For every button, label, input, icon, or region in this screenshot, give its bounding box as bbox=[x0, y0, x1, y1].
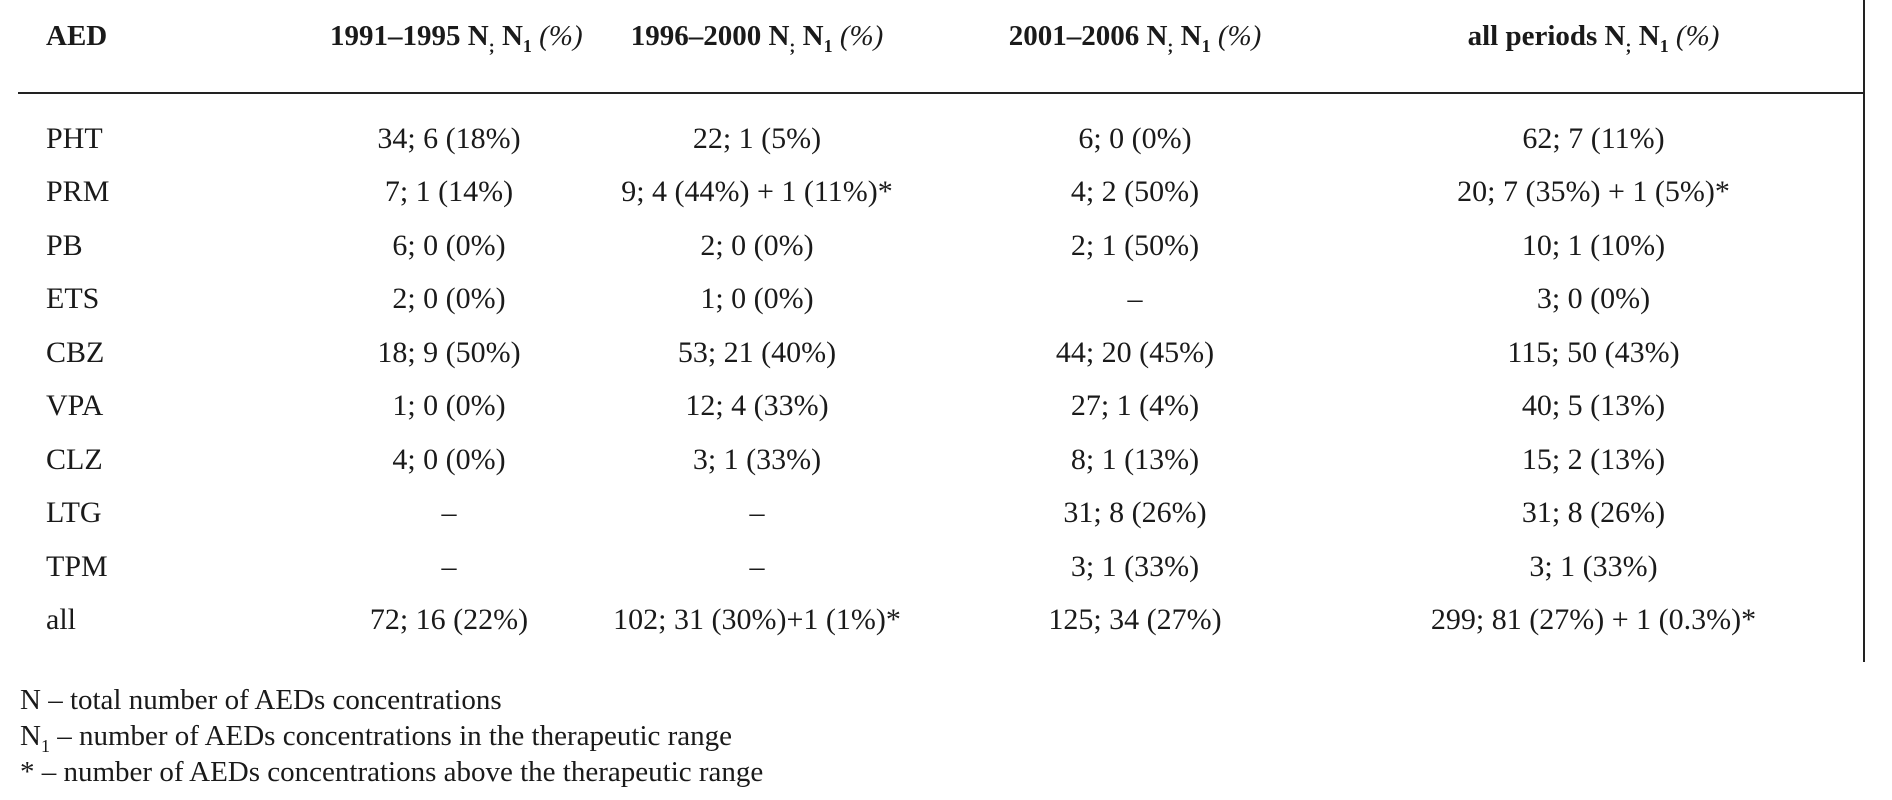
cell-1991-1995: – bbox=[441, 496, 457, 530]
table-row: VPA 1; 0 (0%) 12; 4 (33%) 27; 1 (4%) 40;… bbox=[0, 380, 1863, 434]
cell-2001-2006: – bbox=[1127, 282, 1143, 316]
cell-all-periods: 3; 1 (33%) bbox=[1529, 549, 1658, 583]
table-row: CBZ 18; 9 (50%) 53; 21 (40%) 44; 20 (45%… bbox=[0, 326, 1863, 380]
cell-all-periods: 299; 81 (27%) + 1 (0.3%)* bbox=[1430, 603, 1757, 637]
footnote-star: * – number of AEDs concentrations above … bbox=[20, 756, 764, 788]
cell-1991-1995: – bbox=[441, 549, 457, 583]
footnote-n1: N1 – number of AEDs concentrations in th… bbox=[20, 720, 733, 756]
cell-1991-1995: 34; 6 (18%) bbox=[377, 121, 521, 155]
cell-2001-2006: 8; 1 (13%) bbox=[1070, 442, 1200, 476]
cell-1996-2000: 102; 31 (30%)+1 (1%)* bbox=[613, 603, 901, 637]
cell-1996-2000: 2; 0 (0%) bbox=[700, 228, 814, 262]
table-row: PRM 7; 1 (14%) 9; 4 (44%) + 1 (11%)* 4; … bbox=[0, 166, 1863, 220]
cell-1996-2000: 12; 4 (33%) bbox=[685, 389, 829, 423]
cell-1991-1995: 1; 0 (0%) bbox=[392, 389, 506, 423]
cell-aed: PB bbox=[46, 228, 83, 262]
cell-aed: CBZ bbox=[46, 335, 105, 369]
cell-all-periods: 115; 50 (43%) bbox=[1507, 335, 1680, 369]
cell-2001-2006: 27; 1 (4%) bbox=[1070, 389, 1200, 423]
header-1996-2000: 1996–2000 N; N1 (%) bbox=[630, 19, 884, 56]
cell-1996-2000: 1; 0 (0%) bbox=[700, 282, 814, 316]
table-row: CLZ 4; 0 (0%) 3; 1 (33%) 8; 1 (13%) 15; … bbox=[0, 433, 1863, 487]
table-row: TPM – – 3; 1 (33%) 3; 1 (33%) bbox=[0, 540, 1863, 594]
cell-2001-2006: 31; 8 (26%) bbox=[1063, 496, 1207, 530]
header-2001-2006: 2001–2006 N; N1 (%) bbox=[1008, 19, 1262, 56]
table-row: PB 6; 0 (0%) 2; 0 (0%) 2; 1 (50%) 10; 1 … bbox=[0, 219, 1863, 273]
cell-all-periods: 40; 5 (13%) bbox=[1521, 389, 1666, 423]
header-row: AED 1991–1995 N; N1 (%) 1996–2000 N; N1 … bbox=[0, 0, 1863, 72]
aed-concentration-table: AED 1991–1995 N; N1 (%) 1996–2000 N; N1 … bbox=[0, 0, 1863, 648]
table-row: LTG – – 31; 8 (26%) 31; 8 (26%) bbox=[0, 487, 1863, 541]
cell-1996-2000: – bbox=[749, 496, 765, 530]
cell-1996-2000: 3; 1 (33%) bbox=[692, 442, 822, 476]
cell-aed: LTG bbox=[46, 496, 102, 530]
cell-1991-1995: 4; 0 (0%) bbox=[392, 442, 506, 476]
cell-aed: PHT bbox=[46, 121, 103, 155]
cell-all-periods: 31; 8 (26%) bbox=[1521, 496, 1666, 530]
cell-all-periods: 3; 0 (0%) bbox=[1536, 282, 1651, 316]
cell-2001-2006: 44; 20 (45%) bbox=[1055, 335, 1215, 369]
cell-aed: PRM bbox=[46, 175, 110, 209]
cell-1991-1995: 2; 0 (0%) bbox=[392, 282, 506, 316]
cell-2001-2006: 3; 1 (33%) bbox=[1070, 549, 1200, 583]
table-row: PHT 34; 6 (18%) 22; 1 (5%) 6; 0 (0%) 62;… bbox=[0, 112, 1863, 166]
cell-1991-1995: 7; 1 (14%) bbox=[384, 175, 514, 209]
table-right-border bbox=[1863, 0, 1865, 662]
table-footnotes: N – total number of AEDs concentrations … bbox=[20, 682, 763, 790]
cell-1996-2000: 53; 21 (40%) bbox=[677, 335, 837, 369]
cell-1991-1995: 18; 9 (50%) bbox=[377, 335, 521, 369]
cell-2001-2006: 6; 0 (0%) bbox=[1078, 121, 1192, 155]
header-divider bbox=[18, 92, 1865, 94]
cell-all-periods: 10; 1 (10%) bbox=[1521, 228, 1666, 262]
cell-all-periods: 15; 2 (13%) bbox=[1521, 442, 1666, 476]
header-aed: AED bbox=[46, 19, 108, 52]
header-spacer bbox=[0, 72, 1863, 112]
cell-2001-2006: 2; 1 (50%) bbox=[1070, 228, 1200, 262]
cell-aed: ETS bbox=[46, 282, 100, 316]
cell-all-periods: 62; 7 (11%) bbox=[1522, 121, 1665, 155]
cell-2001-2006: 4; 2 (50%) bbox=[1070, 175, 1200, 209]
table-row-total: all 72; 16 (22%) 102; 31 (30%)+1 (1%)* 1… bbox=[0, 594, 1863, 648]
cell-aed: all bbox=[46, 603, 76, 637]
header-all-periods: all periods N; N1 (%) bbox=[1467, 19, 1720, 56]
cell-1991-1995: 6; 0 (0%) bbox=[392, 228, 506, 262]
cell-1991-1995: 72; 16 (22%) bbox=[369, 603, 529, 637]
cell-aed: CLZ bbox=[46, 442, 103, 476]
footnote-n: N – total number of AEDs concentrations bbox=[20, 684, 502, 716]
aed-table-container: AED 1991–1995 N; N1 (%) 1996–2000 N; N1 … bbox=[0, 0, 1865, 662]
cell-aed: VPA bbox=[46, 389, 104, 423]
cell-aed: TPM bbox=[46, 549, 108, 583]
cell-1996-2000: 9; 4 (44%) + 1 (11%)* bbox=[621, 175, 893, 209]
cell-2001-2006: 125; 34 (27%) bbox=[1048, 603, 1222, 637]
cell-all-periods: 20; 7 (35%) + 1 (5%)* bbox=[1457, 175, 1730, 209]
header-1991-1995: 1991–1995 N; N1 (%) bbox=[330, 19, 583, 56]
table-row: ETS 2; 0 (0%) 1; 0 (0%) – 3; 0 (0%) bbox=[0, 273, 1863, 327]
cell-1996-2000: 22; 1 (5%) bbox=[692, 121, 822, 155]
cell-1996-2000: – bbox=[749, 549, 765, 583]
